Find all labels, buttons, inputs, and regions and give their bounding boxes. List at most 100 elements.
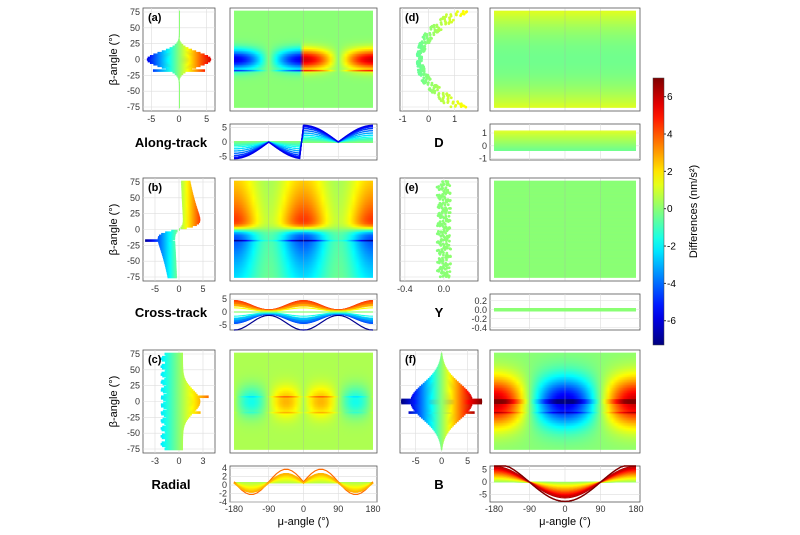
row-title: B — [434, 477, 443, 492]
mu-tick-label: 180 — [365, 504, 380, 514]
row-title: D — [434, 135, 443, 150]
data-point — [446, 271, 449, 274]
data-point — [442, 201, 445, 204]
beta-tick-label: -75 — [127, 272, 140, 282]
data-point — [445, 246, 448, 249]
beta-tick-label: 50 — [130, 365, 140, 375]
data-point — [445, 242, 448, 245]
row-title: Along-track — [135, 135, 208, 150]
beta-tick-label: -25 — [127, 240, 140, 250]
mu-tick-label: 0 — [562, 504, 567, 514]
data-point — [449, 13, 452, 16]
colorbar-tick-label: 0 — [667, 204, 673, 215]
profile-x-tick-label: 0 — [176, 456, 181, 466]
row-title: Radial — [151, 477, 190, 492]
data-point — [440, 21, 443, 24]
profile-x-tick-label: 0 — [426, 114, 431, 124]
data-point — [437, 185, 440, 188]
profile-x-tick-label: -3 — [151, 456, 159, 466]
strip-y-tick-label: -5 — [219, 152, 227, 162]
data-point — [427, 81, 430, 84]
profile-x-tick-label: 0.0 — [438, 284, 451, 294]
data-point — [438, 212, 441, 215]
data-point — [442, 220, 445, 223]
profile-x-tick-label: 5 — [465, 456, 470, 466]
data-point — [421, 40, 424, 43]
data-point — [439, 220, 442, 223]
data-point — [446, 189, 449, 192]
data-point — [442, 16, 445, 19]
mu-tick-label: -180 — [225, 504, 243, 514]
strip-y-tick-label: 0 — [482, 477, 487, 487]
beta-tick-label: -75 — [127, 102, 140, 112]
beta-tick-label: 50 — [130, 23, 140, 33]
data-point — [425, 33, 428, 36]
colorbar-tick-label: -6 — [667, 316, 676, 327]
profile-bar — [179, 228, 180, 231]
data-point — [449, 211, 452, 214]
data-point — [424, 41, 427, 44]
colorbar-tick-label: 6 — [667, 92, 673, 103]
data-point — [431, 82, 434, 85]
beta-tick-label: -75 — [127, 444, 140, 454]
profile-bar — [181, 181, 190, 184]
profile-x-tick-label: -5 — [412, 456, 420, 466]
colorbar-tick-label: 2 — [667, 167, 673, 178]
data-point — [439, 275, 442, 278]
data-point — [445, 186, 448, 189]
data-point — [437, 249, 440, 252]
beta-tick-label: 25 — [130, 381, 140, 391]
data-point — [445, 13, 448, 16]
y-axis-label: β-angle (°) — [108, 376, 120, 428]
profile-bar — [165, 353, 183, 356]
profile-x-tick-label: 0 — [439, 456, 444, 466]
data-point — [435, 24, 438, 27]
panel-tag: (c) — [148, 354, 162, 366]
data-point — [429, 87, 432, 90]
data-point — [424, 81, 427, 84]
beta-tick-label: 75 — [130, 7, 140, 17]
strip-y-tick-label: -5 — [479, 490, 487, 500]
data-point — [444, 180, 447, 183]
data-point — [448, 215, 451, 218]
data-point — [446, 235, 449, 238]
data-point — [434, 84, 437, 87]
profile-x-tick-label: 5 — [200, 284, 205, 294]
data-point — [452, 101, 455, 104]
data-point — [438, 194, 441, 197]
colorbar-label: Differences (nm/s²) — [688, 165, 700, 258]
data-point — [442, 243, 445, 246]
strip-y-tick-label: 5 — [222, 294, 227, 304]
data-point — [445, 252, 448, 255]
data-point — [440, 238, 443, 241]
data-point — [454, 104, 457, 107]
profile-x-tick-label: 0 — [176, 284, 181, 294]
data-point — [438, 257, 441, 260]
data-point — [437, 230, 440, 233]
data-point — [440, 230, 443, 233]
data-point — [441, 251, 444, 254]
data-point — [423, 45, 426, 48]
data-point — [440, 195, 443, 198]
data-point — [442, 92, 445, 95]
beta-tick-label: -50 — [127, 428, 140, 438]
data-point — [450, 96, 453, 99]
profile-x-tick-label: -1 — [399, 114, 407, 124]
data-point — [448, 266, 451, 269]
beta-tick-label: 25 — [130, 39, 140, 49]
panel-tag: (a) — [148, 12, 162, 24]
data-point — [441, 180, 444, 183]
row-title: Y — [435, 305, 444, 320]
data-point — [449, 270, 452, 273]
data-point — [445, 254, 448, 257]
panel-tag: (f) — [405, 354, 416, 366]
profile-x-tick-label: -5 — [151, 284, 159, 294]
data-point — [443, 195, 446, 198]
strip-y-tick-label: -5 — [219, 320, 227, 330]
beta-tick-label: 0 — [135, 55, 140, 65]
